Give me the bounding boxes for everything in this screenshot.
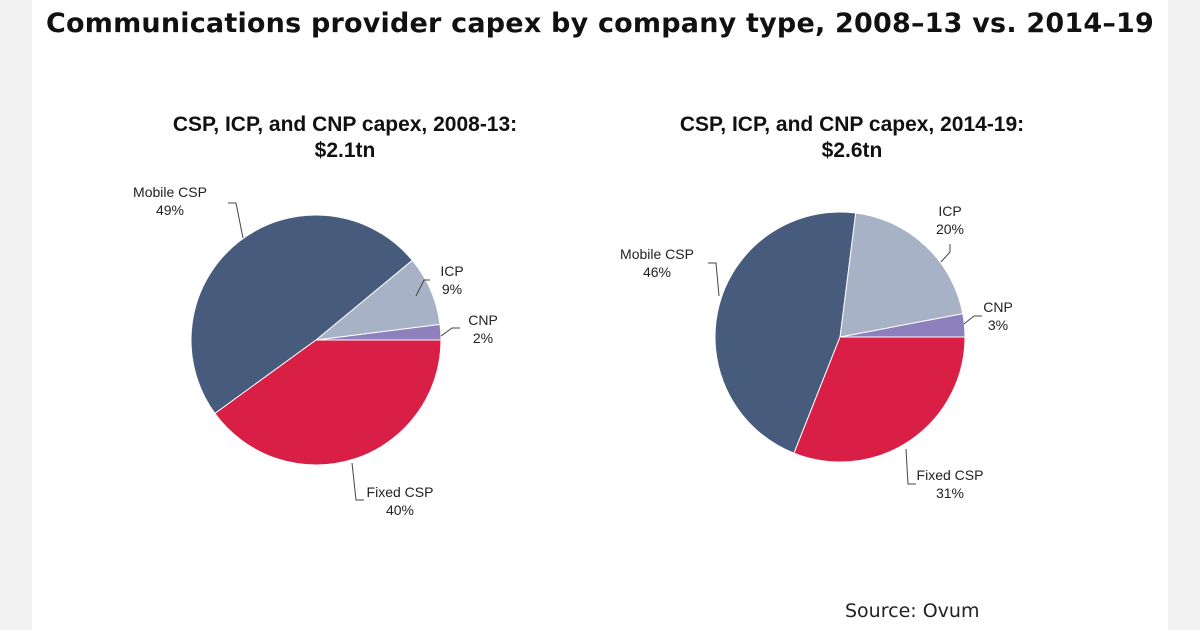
pie-2-slice-mobile-csp [714,211,857,454]
pie-2-leader-mobile-csp [708,262,720,297]
chart-2-title-line1: CSP, ICP, and CNP capex, 2014-19: [679,113,1025,136]
pie-1-leader-icp [415,279,430,297]
pie-1-label-icp: ICP [440,263,463,279]
pie-chart-2: ICP 20% CNP 3% Fixed CSP 31% Mobile CSP 46% [620,203,1013,501]
pie-2-value-mobile-csp: 46% [643,264,671,280]
source-note: Source: Ovum [845,600,980,622]
chart-1-title-line1: CSP, ICP, and CNP capex, 2008-13: [172,113,518,136]
chart-2-title: CSP, ICP, and CNP capex, 2014-19: $2.6tn [622,112,1082,164]
pie-1-value-icp: 9% [442,281,462,297]
pie-2-label-cnp: CNP [983,299,1013,315]
pie-1-leader-cnp [440,327,460,337]
pie-2-label-mobile-csp: Mobile CSP [620,246,694,262]
pie-2-value-fixed-csp: 31% [936,485,964,501]
left-margin-band [0,0,32,630]
page-title: Communications provider capex by company… [46,8,1154,39]
chart-1-title: CSP, ICP, and CNP capex, 2008-13: $2.1tn [115,112,575,164]
chart-2-title-line2: $2.6tn [821,139,883,162]
pie-1-leader-mobile-csp [228,202,244,239]
pie-2-leader-fixed-csp [905,448,916,485]
pie-2-leader-icp [940,244,951,263]
pie-1-label-cnp: CNP [468,312,498,328]
pie-2-leader-cnp [963,315,982,325]
pie-2-slice-icp [839,212,964,338]
chart-1-title-line2: $2.1tn [314,139,376,162]
pie-chart-1: ICP 9% CNP 2% Fixed CSP 40% Mobile CSP 49% [133,184,498,518]
pie-2-label-icp: ICP [938,203,961,219]
pie-1-label-mobile-csp: Mobile CSP [133,184,207,200]
pie-1-value-mobile-csp: 49% [156,202,184,218]
pie-2-slice-fixed-csp [793,336,966,463]
pie-2-label-fixed-csp: Fixed CSP [917,467,984,483]
pie-1-slice-mobile-csp [190,214,414,415]
pie-1-value-fixed-csp: 40% [386,502,414,518]
pie-2-value-icp: 20% [936,221,964,237]
pie-1-leader-fixed-csp [351,462,364,501]
right-margin-band [1168,0,1200,630]
pie-1-value-cnp: 2% [473,330,493,346]
pie-1-label-fixed-csp: Fixed CSP [367,484,434,500]
pie-2-value-cnp: 3% [988,317,1008,333]
pie-1-slice-fixed-csp [214,339,442,466]
